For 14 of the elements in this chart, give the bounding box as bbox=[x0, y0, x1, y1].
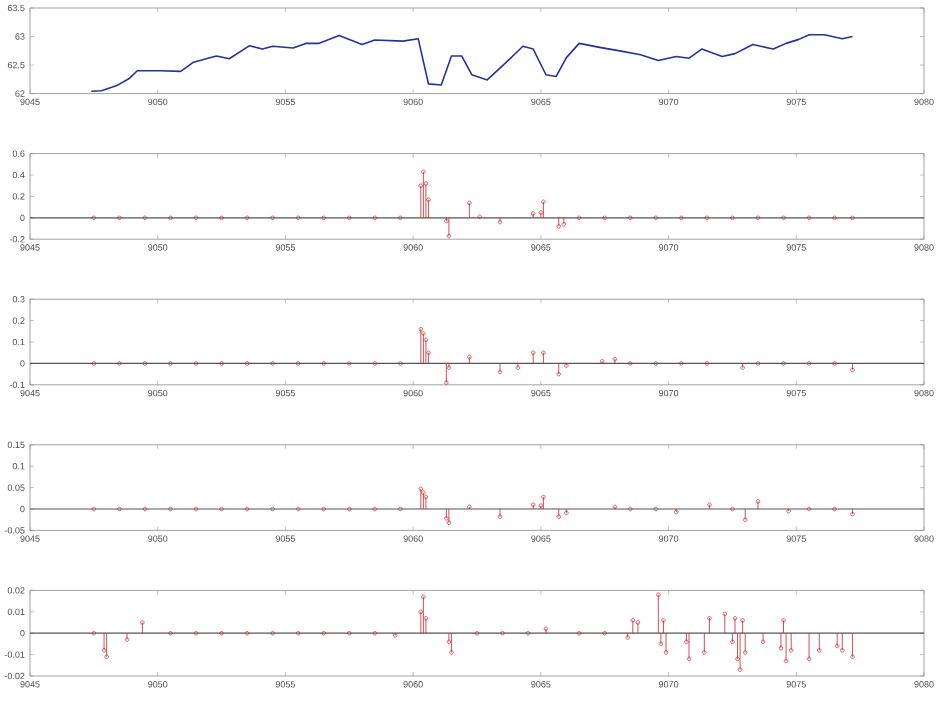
point bbox=[423, 337, 429, 343]
point bbox=[686, 656, 692, 662]
point bbox=[497, 369, 503, 375]
point bbox=[446, 233, 452, 239]
point bbox=[193, 506, 199, 512]
point bbox=[658, 641, 664, 647]
point bbox=[806, 506, 812, 512]
point bbox=[142, 506, 148, 512]
point bbox=[783, 658, 789, 664]
point bbox=[244, 506, 250, 512]
point bbox=[806, 656, 812, 662]
line-series bbox=[90, 34, 854, 93]
point bbox=[423, 494, 429, 500]
point bbox=[91, 506, 97, 512]
